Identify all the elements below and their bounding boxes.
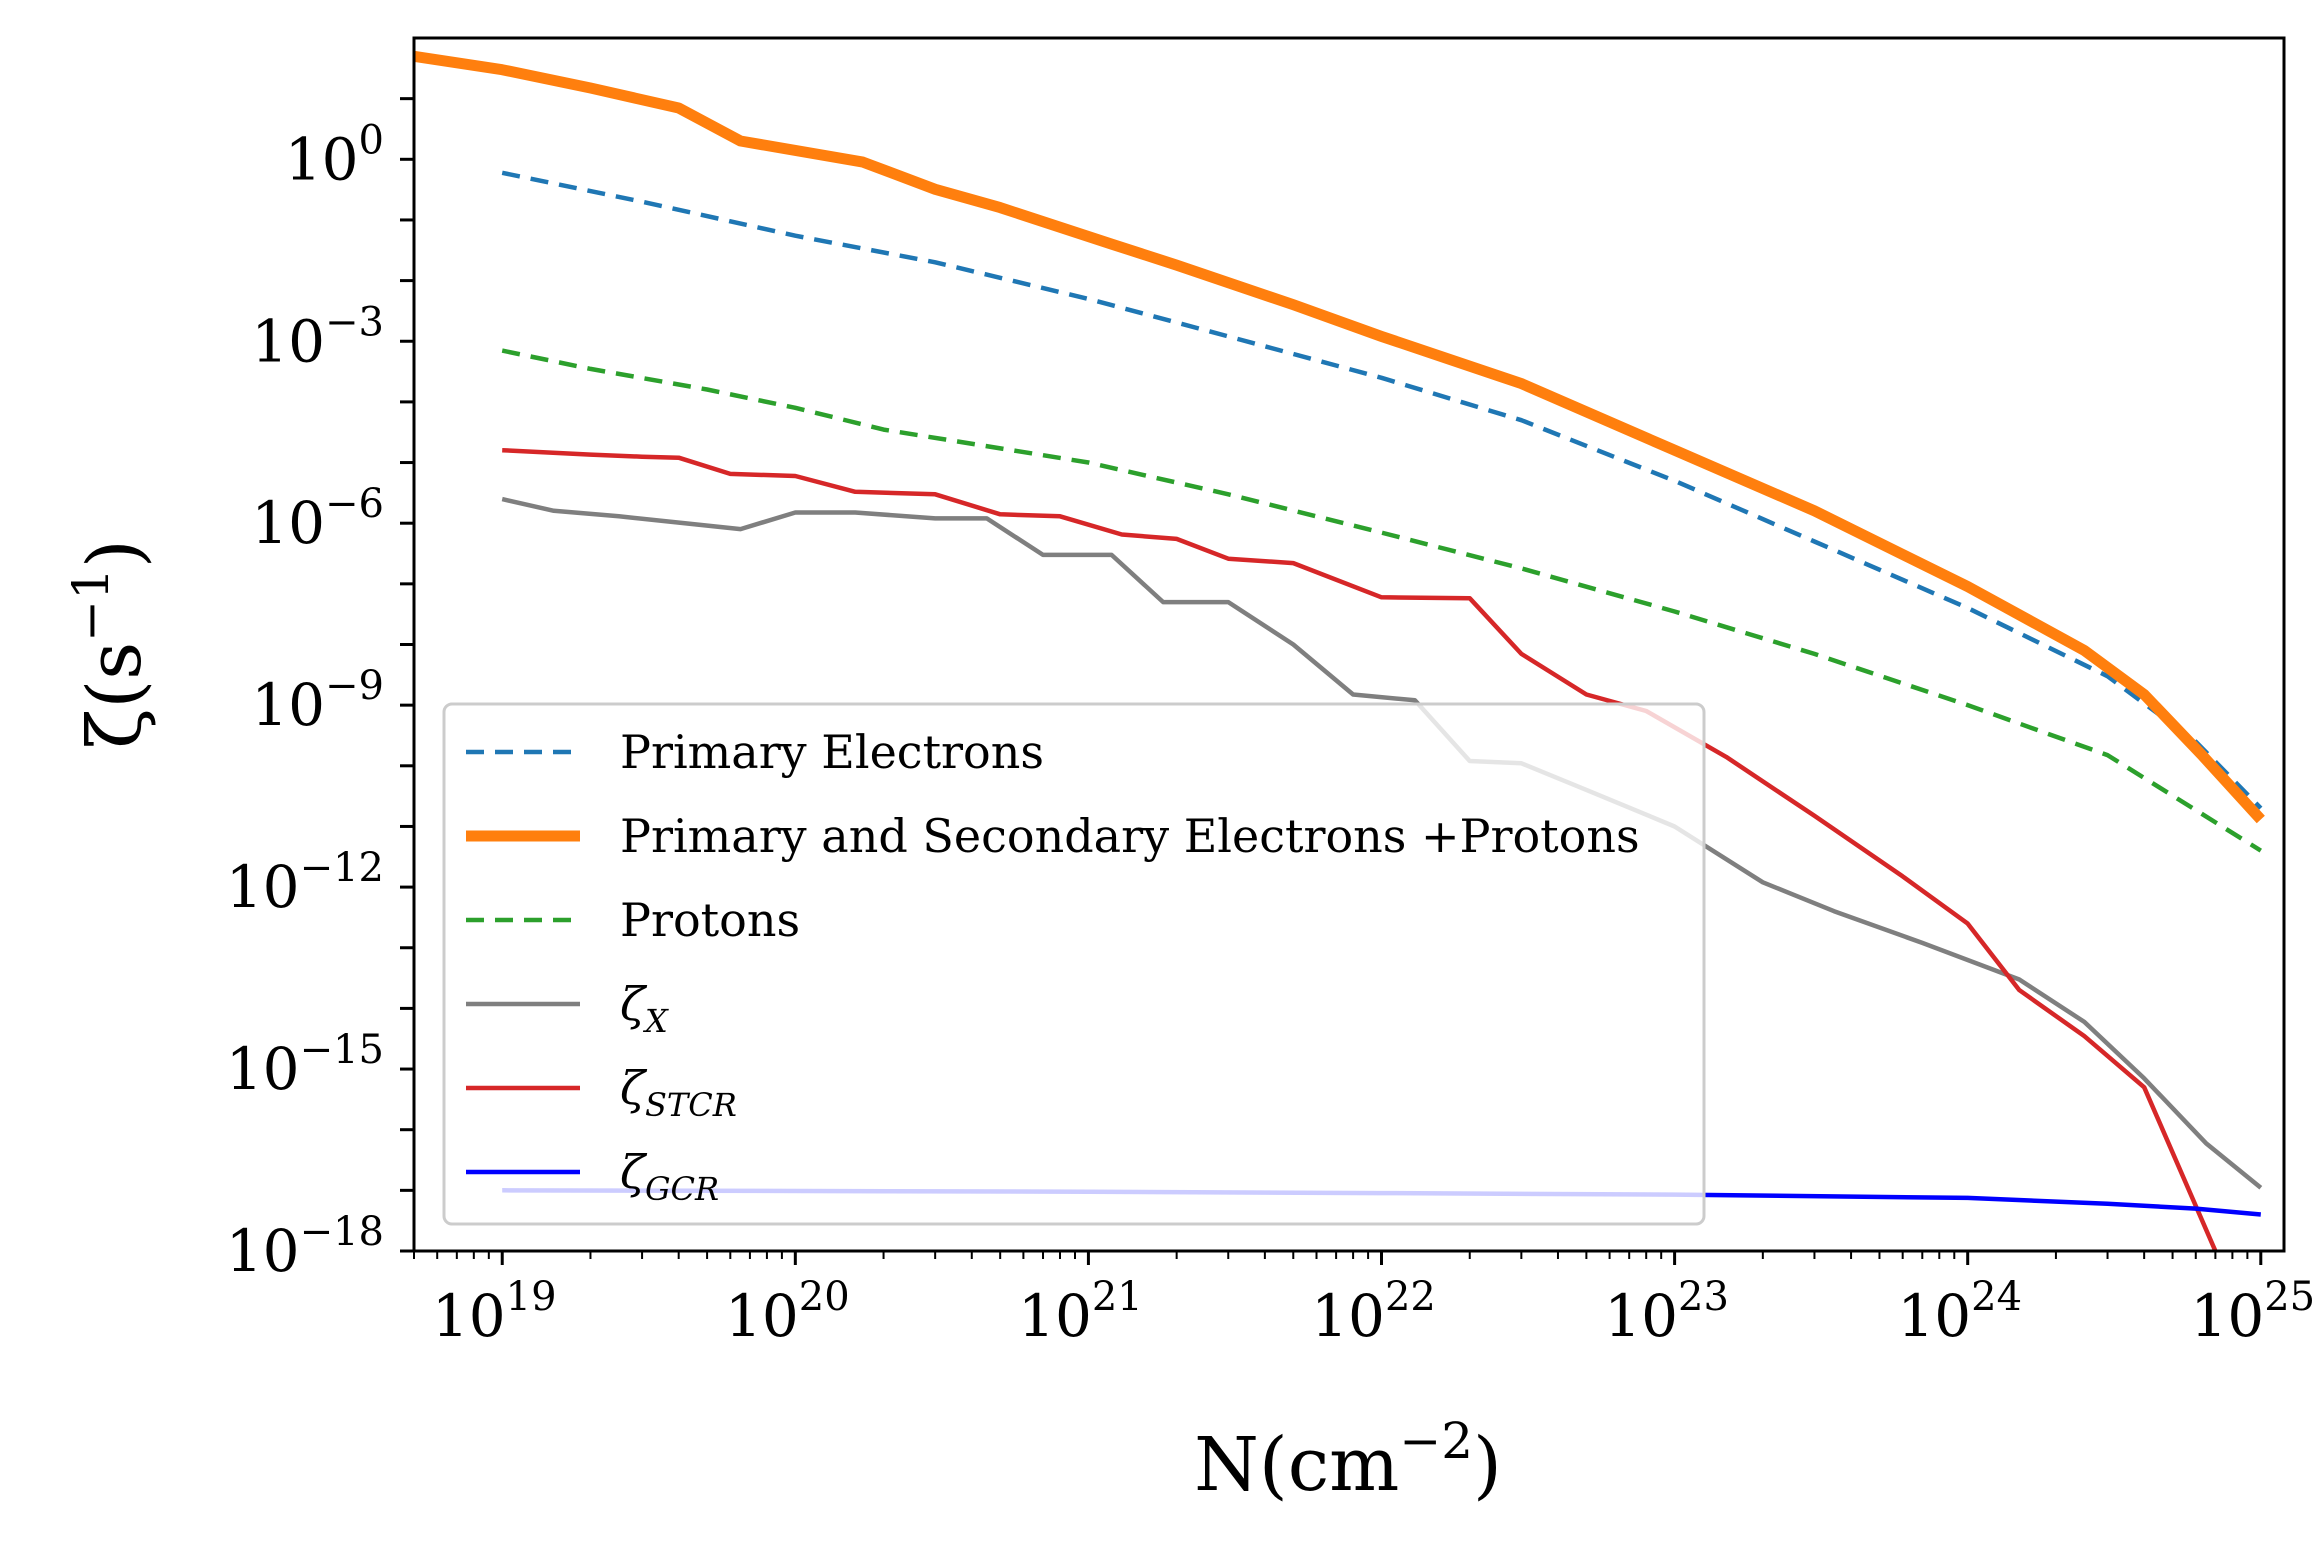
y-tick-label-base: 10 <box>226 1035 300 1103</box>
y-tick-label-base: 10 <box>226 1217 300 1285</box>
legend-label-main: ζ <box>620 1061 648 1115</box>
x-tick-label: 1025 <box>2190 1274 2313 1350</box>
x-tick-label-base: 10 <box>432 1282 506 1350</box>
y-tick-label-base: 10 <box>251 307 325 375</box>
x-tick-label-exp: 24 <box>1971 1274 2022 1320</box>
legend-entry-zeta-gcr: ζGCR <box>466 1145 719 1208</box>
legend: Primary Electrons Primary and Secondary E… <box>442 702 1706 1226</box>
y-tick-label-exp: 0 <box>359 117 384 163</box>
x-tick-label-exp: 22 <box>1385 1274 1436 1320</box>
legend-entry-primary-electrons: Primary Electrons <box>466 725 1044 779</box>
x-tick-label-base: 10 <box>1604 1282 1678 1350</box>
legend-entry-zeta-x: ζX <box>466 977 669 1040</box>
legend-label-sub: X <box>642 1002 669 1040</box>
y-tick-label-exp: −18 <box>300 1209 384 1255</box>
legend-label-main: ζ <box>620 1145 648 1199</box>
x-tick-label: 1022 <box>1311 1274 1436 1350</box>
legend-label-primary-electrons: Primary Electrons <box>620 725 1044 779</box>
x-tick-label-base: 10 <box>1897 1282 1971 1350</box>
y-tick-label-base: 10 <box>251 489 325 557</box>
x-axis-title-close: ) <box>1473 1422 1502 1508</box>
y-tick-label-base: 10 <box>251 671 325 739</box>
legend-box <box>442 702 1706 1226</box>
y-tick-label-exp: −15 <box>300 1027 384 1073</box>
x-tick-label: 1023 <box>1604 1274 1729 1350</box>
legend-entry-protons: Protons <box>466 893 800 947</box>
y-tick-label-base: 10 <box>226 853 300 921</box>
legend-entries: Primary Electrons Primary and Secondary E… <box>466 725 1640 1208</box>
y-tick-label-exp: −3 <box>325 299 384 345</box>
x-tick-label: 1020 <box>725 1274 850 1350</box>
y-axis-title-sup: −1 <box>62 568 120 642</box>
y-axis-title-close: ) <box>72 539 158 568</box>
x-tick-label-base: 10 <box>2190 1282 2264 1350</box>
x-tick-label-base: 10 <box>1311 1282 1385 1350</box>
y-tick-label-base: 10 <box>285 125 359 193</box>
x-tick-label: 1024 <box>1897 1274 2022 1350</box>
legend-label-main: ζ <box>620 977 648 1031</box>
series-line-primary-secondary-electrons-protons <box>414 50 2265 824</box>
legend-label-primary-secondary-electrons-protons: Primary and Secondary Electrons +Protons <box>620 809 1640 863</box>
y-tick-label-exp: −12 <box>300 845 384 891</box>
legend-label-zeta-x: ζX <box>620 977 669 1040</box>
y-tick-label: 10−12 <box>226 845 384 921</box>
x-axis-title-sup: −2 <box>1399 1412 1473 1470</box>
x-tick-label: 1019 <box>432 1274 557 1350</box>
x-tick-label-exp: 21 <box>1092 1274 1143 1320</box>
legend-label-sub: GCR <box>645 1170 719 1208</box>
legend-label-sub: STCR <box>645 1086 737 1124</box>
y-tick-label-exp: −9 <box>325 663 384 709</box>
x-tick-label-exp: 23 <box>1678 1274 1729 1320</box>
y-axis-title: ζ(s−1) <box>62 539 158 749</box>
x-tick-label-exp: 19 <box>506 1274 557 1320</box>
y-tick-label-exp: −6 <box>325 481 384 527</box>
y-tick-label: 100 <box>285 117 384 193</box>
y-tick-label: 10−3 <box>251 299 384 375</box>
x-axis-ticks: 1019 1020 1021 1022 1023 1024 1025 <box>413 1251 2313 1350</box>
x-tick-label-base: 10 <box>725 1282 799 1350</box>
legend-label-zeta-gcr: ζGCR <box>620 1145 719 1208</box>
series-line-primary-electrons <box>501 170 2263 810</box>
y-axis-title-base: ζ(s <box>72 642 158 749</box>
series-line-zeta-stcr <box>502 447 2218 1251</box>
y-tick-label: 10−6 <box>251 481 384 557</box>
x-tick-label: 1021 <box>1018 1274 1143 1350</box>
legend-entry-zeta-stcr: ζSTCR <box>466 1061 737 1124</box>
series-line-zeta-x <box>501 496 2263 1190</box>
series-line-protons <box>501 348 2262 853</box>
legend-entry-primary-secondary-electrons-protons: Primary and Secondary Electrons +Protons <box>466 809 1640 863</box>
x-tick-label-exp: 25 <box>2264 1274 2313 1320</box>
x-axis-title-base: N(cm <box>1194 1422 1399 1508</box>
y-tick-label: 10−9 <box>251 663 384 739</box>
legend-label-zeta-stcr: ζSTCR <box>620 1061 737 1124</box>
legend-label-protons: Protons <box>620 893 800 947</box>
x-tick-label-base: 10 <box>1018 1282 1092 1350</box>
y-tick-label: 10−15 <box>226 1027 384 1103</box>
x-axis-title: N(cm−2) <box>1194 1412 1502 1508</box>
x-tick-label-exp: 20 <box>799 1274 850 1320</box>
y-tick-label: 10−18 <box>226 1209 384 1285</box>
